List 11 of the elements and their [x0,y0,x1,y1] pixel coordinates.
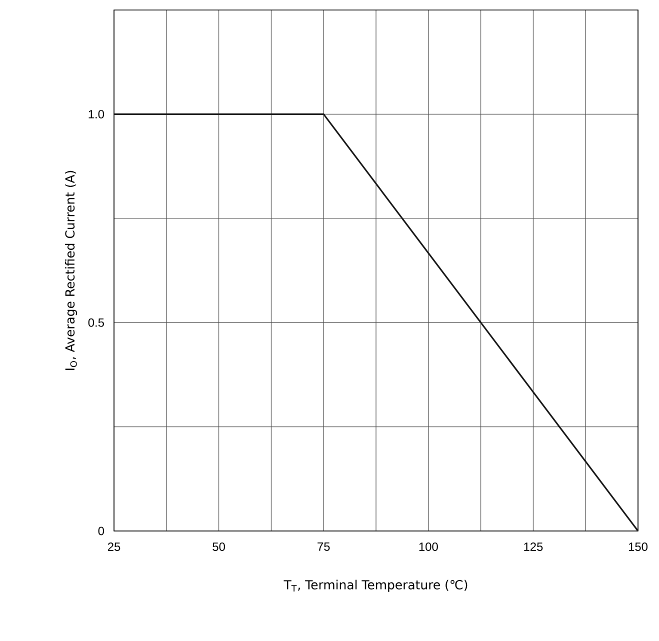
y-axis-title: I$_{O}$, Average Rectified Current (A) [64,170,78,370]
x-tick-label: 50 [212,542,225,551]
x-tick-label: 75 [318,542,330,551]
x-axis-title: T$_{T}$, Terminal Temperature (℃) [284,580,468,592]
x-tick-label: 150 [628,542,648,551]
y-tick-label: 0 [98,526,104,536]
y-tick-label: 0.5 [88,318,104,327]
y-tick-label: 1.0 [88,110,104,118]
x-tick-label: 25 [108,542,120,551]
x-tick-label: 125 [524,542,543,551]
x-tick-label: 100 [419,542,438,551]
